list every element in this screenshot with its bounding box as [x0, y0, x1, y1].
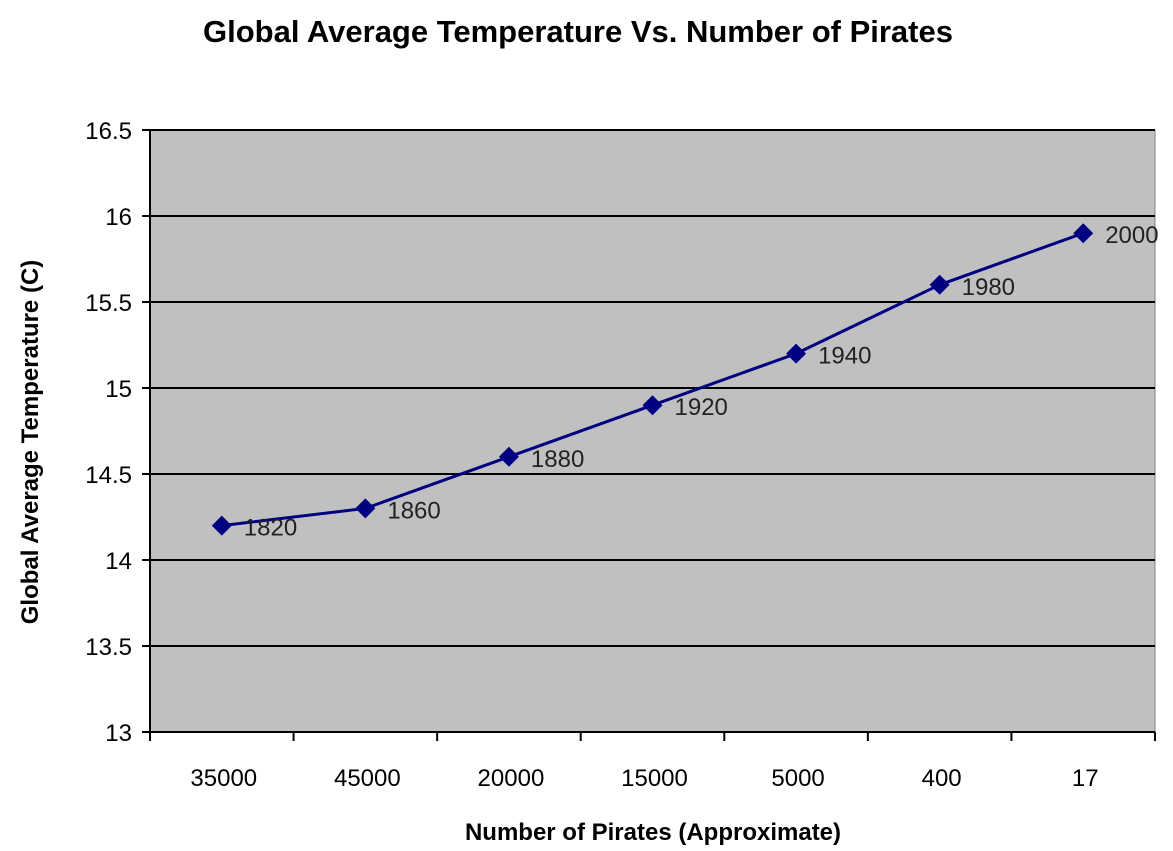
y-tick-label: 13 — [105, 720, 132, 747]
y-axis-title: Global Average Temperature (C) — [17, 260, 44, 625]
data-point-marker — [642, 395, 663, 416]
x-tick-label: 45000 — [334, 765, 401, 792]
data-point-label: 1880 — [531, 446, 584, 473]
x-axis-title: Number of Pirates (Approximate) — [465, 819, 841, 846]
data-point-marker — [929, 274, 950, 295]
data-point-label: 1980 — [962, 274, 1015, 301]
data-point-label: 1920 — [675, 394, 728, 421]
data-labels: 1820 1860 1880 1920 1940 1980 2000 — [244, 222, 1159, 541]
y-tick-label: 14 — [105, 548, 132, 575]
plot-area — [149, 129, 1156, 733]
chart-title: Global Average Temperature Vs. Number of… — [203, 14, 953, 49]
y-axis-tick-labels: 13 13.5 14 14.5 15 15.5 16 16.5 — [85, 118, 132, 747]
data-markers — [211, 223, 1094, 536]
data-point-marker — [355, 498, 376, 519]
data-point-label: 1860 — [387, 497, 440, 524]
x-tick-label: 400 — [922, 765, 962, 792]
axes — [142, 129, 1156, 741]
data-point-marker — [1073, 223, 1094, 244]
x-tick-label: 15000 — [621, 765, 688, 792]
y-tick-label: 15 — [105, 376, 132, 403]
data-point-label: 2000 — [1105, 222, 1158, 249]
x-tick-label: 17 — [1072, 765, 1099, 792]
y-tick-label: 15.5 — [85, 290, 132, 317]
x-axis-tick-labels: 35000 45000 20000 15000 5000 400 17 — [190, 765, 1098, 792]
x-tick-label: 5000 — [771, 765, 824, 792]
x-tick-label: 20000 — [478, 765, 545, 792]
data-point-marker — [498, 446, 519, 467]
y-tick-label: 16 — [105, 204, 132, 231]
data-point-label: 1820 — [244, 515, 297, 542]
data-point-label: 1940 — [818, 343, 871, 370]
x-tick-label: 35000 — [190, 765, 257, 792]
y-tick-label: 14.5 — [85, 462, 132, 489]
data-point-marker — [786, 343, 807, 364]
gridlines — [150, 129, 1155, 647]
data-point-marker — [211, 515, 232, 536]
y-tick-label: 13.5 — [85, 634, 132, 661]
y-tick-label: 16.5 — [85, 118, 132, 145]
